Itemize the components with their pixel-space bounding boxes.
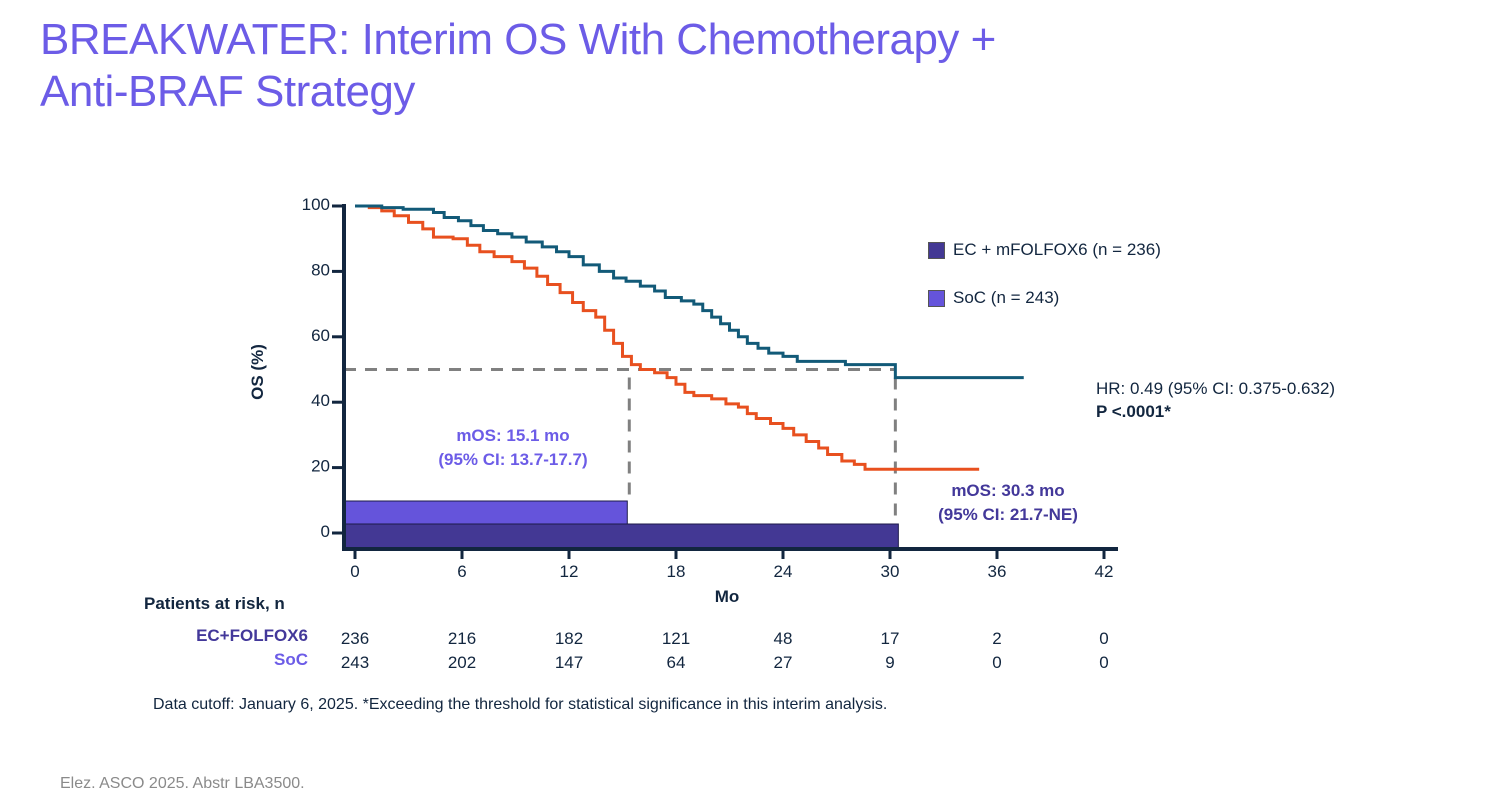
ec-mos-ci: (95% CI: 21.7-NE) <box>938 505 1078 524</box>
x-tick-label: 12 <box>560 562 579 581</box>
km-curves <box>355 204 1024 471</box>
legend-label-ec: EC + mFOLFOX6 (n = 236) <box>953 240 1161 259</box>
risk-value-soc: 147 <box>554 653 584 672</box>
x-ticks: 0 6 12 18 24 30 36 42 <box>350 549 1113 581</box>
x-tick-label: 18 <box>667 562 686 581</box>
y-tick-label: 40 <box>311 391 330 410</box>
risk-value-ec: 121 <box>661 629 691 648</box>
legend-label-soc: SoC (n = 243) <box>953 288 1060 307</box>
risk-value-soc: 0 <box>992 653 1002 672</box>
risk-value-soc: 202 <box>447 653 477 672</box>
y-tick-label: 60 <box>311 326 330 345</box>
risk-value-ec: 216 <box>447 629 477 648</box>
risk-value-ec: 182 <box>554 629 584 648</box>
legend: EC + mFOLFOX6 (n = 236) SoC (n = 243) <box>928 238 1161 334</box>
x-tick-label: 36 <box>988 562 1007 581</box>
y-tick-label: 20 <box>311 457 330 476</box>
km-curve-soc <box>355 204 980 471</box>
p-value: P <.0001* <box>1096 402 1171 421</box>
median-reference-lines <box>344 368 897 522</box>
km-curve-ec-mfolfox6 <box>355 204 1024 380</box>
hazard-ratio: HR: 0.49 (95% CI: 0.375-0.632) <box>1096 379 1336 398</box>
x-tick-label: 24 <box>774 562 793 581</box>
risk-value-soc: 9 <box>885 653 895 672</box>
risk-table-labels: EC+FOLFOX6 SoC <box>130 626 308 676</box>
slide-title: BREAKWATER: Interim OS With Chemotherapy… <box>40 14 1240 118</box>
risk-value-soc: 64 <box>666 653 686 672</box>
y-tick-label: 100 <box>302 195 330 214</box>
legend-swatch-ec <box>928 241 945 259</box>
citation: Elez. ASCO 2025. Abstr LBA3500. <box>60 775 305 792</box>
risk-row-label-ec: EC+FOLFOX6 <box>196 626 308 645</box>
hazard-ratio-block: HR: 0.49 (95% CI: 0.375-0.632) P <.0001* <box>1096 377 1335 423</box>
risk-value-ec: 2 <box>992 629 1002 648</box>
legend-item-soc: SoC (n = 243) <box>928 286 1161 310</box>
soc-mos-value: mOS: 15.1 mo <box>456 426 570 445</box>
x-tick-label: 6 <box>457 562 466 581</box>
y-tick-label: 80 <box>311 260 330 279</box>
median-bars <box>343 500 899 550</box>
risk-value-ec: 17 <box>880 629 900 648</box>
risk-value-soc: 243 <box>340 653 370 672</box>
y-axis-title: OS (%) <box>248 344 267 400</box>
axes <box>342 204 1118 551</box>
soc-median-annotation: mOS: 15.1 mo (95% CI: 13.7-17.7) <box>418 424 608 472</box>
y-tick-label: 0 <box>321 522 330 541</box>
risk-value-ec: 48 <box>773 629 793 648</box>
legend-item-ec: EC + mFOLFOX6 (n = 236) <box>928 238 1161 262</box>
slide-title-line-1: BREAKWATER: Interim OS With Chemotherapy… <box>40 15 996 64</box>
ec-mos-value: mOS: 30.3 mo <box>951 481 1065 500</box>
legend-swatch-soc <box>928 289 945 307</box>
slide-title-line-2: Anti-BRAF Strategy <box>40 67 415 116</box>
soc-mos-ci: (95% CI: 13.7-17.7) <box>438 450 588 469</box>
x-tick-label: 0 <box>350 562 359 581</box>
x-tick-label: 42 <box>1095 562 1114 581</box>
median-bar-ec <box>343 523 899 550</box>
risk-value-soc: 27 <box>773 653 793 672</box>
risk-value-ec: 236 <box>340 629 370 648</box>
ec-median-annotation: mOS: 30.3 mo (95% CI: 21.7-NE) <box>918 479 1098 527</box>
risk-row-label-soc: SoC <box>274 650 308 669</box>
x-axis-title: Mo <box>715 587 740 606</box>
y-ticks: 0 20 40 60 80 100 <box>302 195 344 541</box>
median-bar-soc <box>343 500 628 525</box>
risk-table-header: Patients at risk, n <box>144 594 285 613</box>
risk-value-ec: 0 <box>1099 629 1109 648</box>
footnote: Data cutoff: January 6, 2025. *Exceeding… <box>153 696 888 713</box>
risk-value-soc: 0 <box>1099 653 1109 672</box>
x-tick-label: 30 <box>881 562 900 581</box>
